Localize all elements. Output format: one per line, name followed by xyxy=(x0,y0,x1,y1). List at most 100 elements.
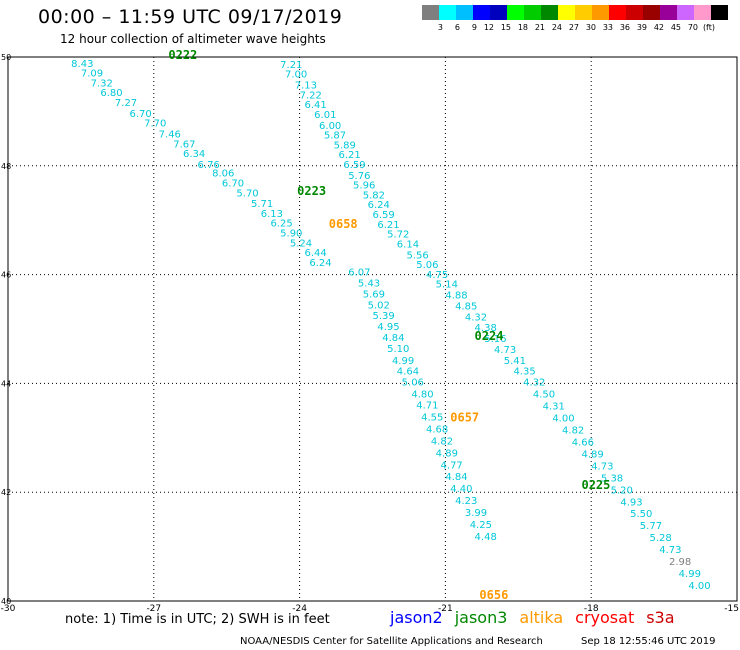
color-swatch xyxy=(711,5,728,20)
pass-time-label: 0222 xyxy=(168,48,197,62)
wave-height-label: 6.80 xyxy=(100,88,122,99)
wave-height-label: 4.84 xyxy=(445,472,467,483)
wave-height-label: 5.38 xyxy=(601,473,623,484)
wave-height-label: 7.00 xyxy=(285,70,307,81)
color-swatch xyxy=(575,5,592,20)
color-swatch xyxy=(592,5,609,20)
wave-height-label: 4.25 xyxy=(470,520,492,531)
color-swatch xyxy=(456,5,473,20)
wave-height-label: 6.76 xyxy=(198,160,220,171)
wave-height-label: 7.09 xyxy=(81,69,103,80)
wave-height-label: 5.70 xyxy=(236,188,258,199)
wave-value-labels: 8.437.097.326.807.276.707.707.467.676.34… xyxy=(71,59,710,592)
legend-s3a: s3a xyxy=(646,608,675,627)
wave-height-label: 6.25 xyxy=(270,219,292,230)
wave-height-label: 5.96 xyxy=(353,181,375,192)
legend-altika: altika xyxy=(519,608,564,627)
wave-height-label: 6.41 xyxy=(304,100,326,111)
map-frame xyxy=(7,56,738,602)
satellite-legend: jason2 jason3 altika cryosat s3a xyxy=(390,608,687,627)
lat-tick-label: 50 xyxy=(1,53,11,62)
lat-tick-label: 42 xyxy=(1,488,11,497)
wave-height-label: 2.98 xyxy=(669,557,691,568)
wave-height-label: 4.64 xyxy=(397,367,419,378)
color-swatch xyxy=(609,5,626,20)
wave-height-label: 6.59 xyxy=(343,160,365,171)
wave-height-label: 4.73 xyxy=(591,461,613,472)
wave-height-label: 7.46 xyxy=(159,130,181,141)
wave-height-label: 8.43 xyxy=(71,59,93,70)
wave-height-label: 5.76 xyxy=(348,171,370,182)
color-scale-label: 6 xyxy=(454,23,460,32)
wave-height-label: 5.20 xyxy=(611,485,633,496)
wave-height-label: 5.41 xyxy=(504,356,526,367)
color-scale-label: 21 xyxy=(534,23,545,32)
wave-height-label: 7.13 xyxy=(295,81,317,92)
color-swatch xyxy=(524,5,541,20)
wave-height-label: 6.34 xyxy=(183,149,205,160)
axis-labels: -30 -27 -24 -21 -18 -15 40 42 44 46 48 50 xyxy=(1,53,739,614)
wave-height-label: 4.82 xyxy=(431,436,453,447)
wave-height-label: 6.00 xyxy=(319,121,341,132)
wave-height-label: 6.24 xyxy=(368,200,390,211)
lat-tick-label: 40 xyxy=(1,597,11,606)
map-subtitle: 12 hour collection of altimeter wave hei… xyxy=(60,32,326,46)
wave-height-label: 4.89 xyxy=(436,448,458,459)
wave-height-label: 4.99 xyxy=(679,569,701,580)
wave-height-label: 6.59 xyxy=(373,210,395,221)
wave-height-label: 5.71 xyxy=(251,199,273,210)
wave-height-label: 4.32 xyxy=(465,312,487,323)
wave-height-label: 4.31 xyxy=(543,402,565,413)
lat-tick-label: 46 xyxy=(1,271,11,280)
legend-cryosat: cryosat xyxy=(575,608,635,627)
wave-height-label: 5.10 xyxy=(387,344,409,355)
wave-height-label: 4.99 xyxy=(392,356,414,367)
wave-height-label: 4.23 xyxy=(455,496,477,507)
wave-height-label: 4.38 xyxy=(475,323,497,334)
wave-height-label: 6.21 xyxy=(338,150,360,161)
wave-height-label: 4.88 xyxy=(445,291,467,302)
pass-time-label: 0225 xyxy=(581,478,610,492)
wave-height-label: 6.24 xyxy=(309,258,331,269)
wave-height-label: 7.27 xyxy=(115,98,137,109)
wave-height-label: 5.24 xyxy=(290,238,312,249)
color-scale-label: 36 xyxy=(619,23,630,32)
wave-height-label: 4.48 xyxy=(475,532,497,543)
wave-height-label: 5.43 xyxy=(358,279,380,290)
color-scale-label: 18 xyxy=(517,23,528,32)
wave-height-label: 7.22 xyxy=(300,90,322,101)
wave-height-label: 4.00 xyxy=(552,413,574,424)
color-scale-label: 70 xyxy=(687,23,698,32)
wave-height-label: 8.06 xyxy=(212,169,234,180)
color-swatch xyxy=(643,5,660,20)
wave-height-label: 4.40 xyxy=(450,484,472,495)
color-scale-label: 39 xyxy=(636,23,647,32)
lon-tick-label: -24 xyxy=(292,604,307,614)
wave-height-label: 7.21 xyxy=(280,60,302,71)
color-swatch xyxy=(422,5,439,20)
wave-height-label: 5.50 xyxy=(630,509,652,520)
wave-height-label: 4.35 xyxy=(513,367,535,378)
wave-height-label: 4.71 xyxy=(416,400,438,411)
color-scale-label: 3 xyxy=(437,23,443,32)
color-scale-label: 12 xyxy=(483,23,494,32)
color-scale-label: (ft) xyxy=(702,23,715,32)
color-swatch xyxy=(660,5,677,20)
wave-height-label: 4.89 xyxy=(581,449,603,460)
map-gridlines xyxy=(8,57,737,601)
wave-height-label: 4.68 xyxy=(426,424,448,435)
wave-height-label: 4.95 xyxy=(377,322,399,333)
lon-tick-label: -18 xyxy=(584,604,599,614)
color-swatch xyxy=(507,5,524,20)
wave-height-label: 4.93 xyxy=(620,497,642,508)
map-title: 00:00 – 11:59 UTC 09/17/2019 xyxy=(38,6,343,28)
wave-height-label: 5.06 xyxy=(402,378,424,389)
wave-height-label: 5.89 xyxy=(334,140,356,151)
wave-height-label: 3.99 xyxy=(465,508,487,519)
wave-height-label: 6.01 xyxy=(314,110,336,121)
wave-height-label: 6.21 xyxy=(377,220,399,231)
wave-height-label: 4.85 xyxy=(455,301,477,312)
lon-tick-label: -15 xyxy=(724,604,739,614)
pass-time-label: 0223 xyxy=(297,184,326,198)
